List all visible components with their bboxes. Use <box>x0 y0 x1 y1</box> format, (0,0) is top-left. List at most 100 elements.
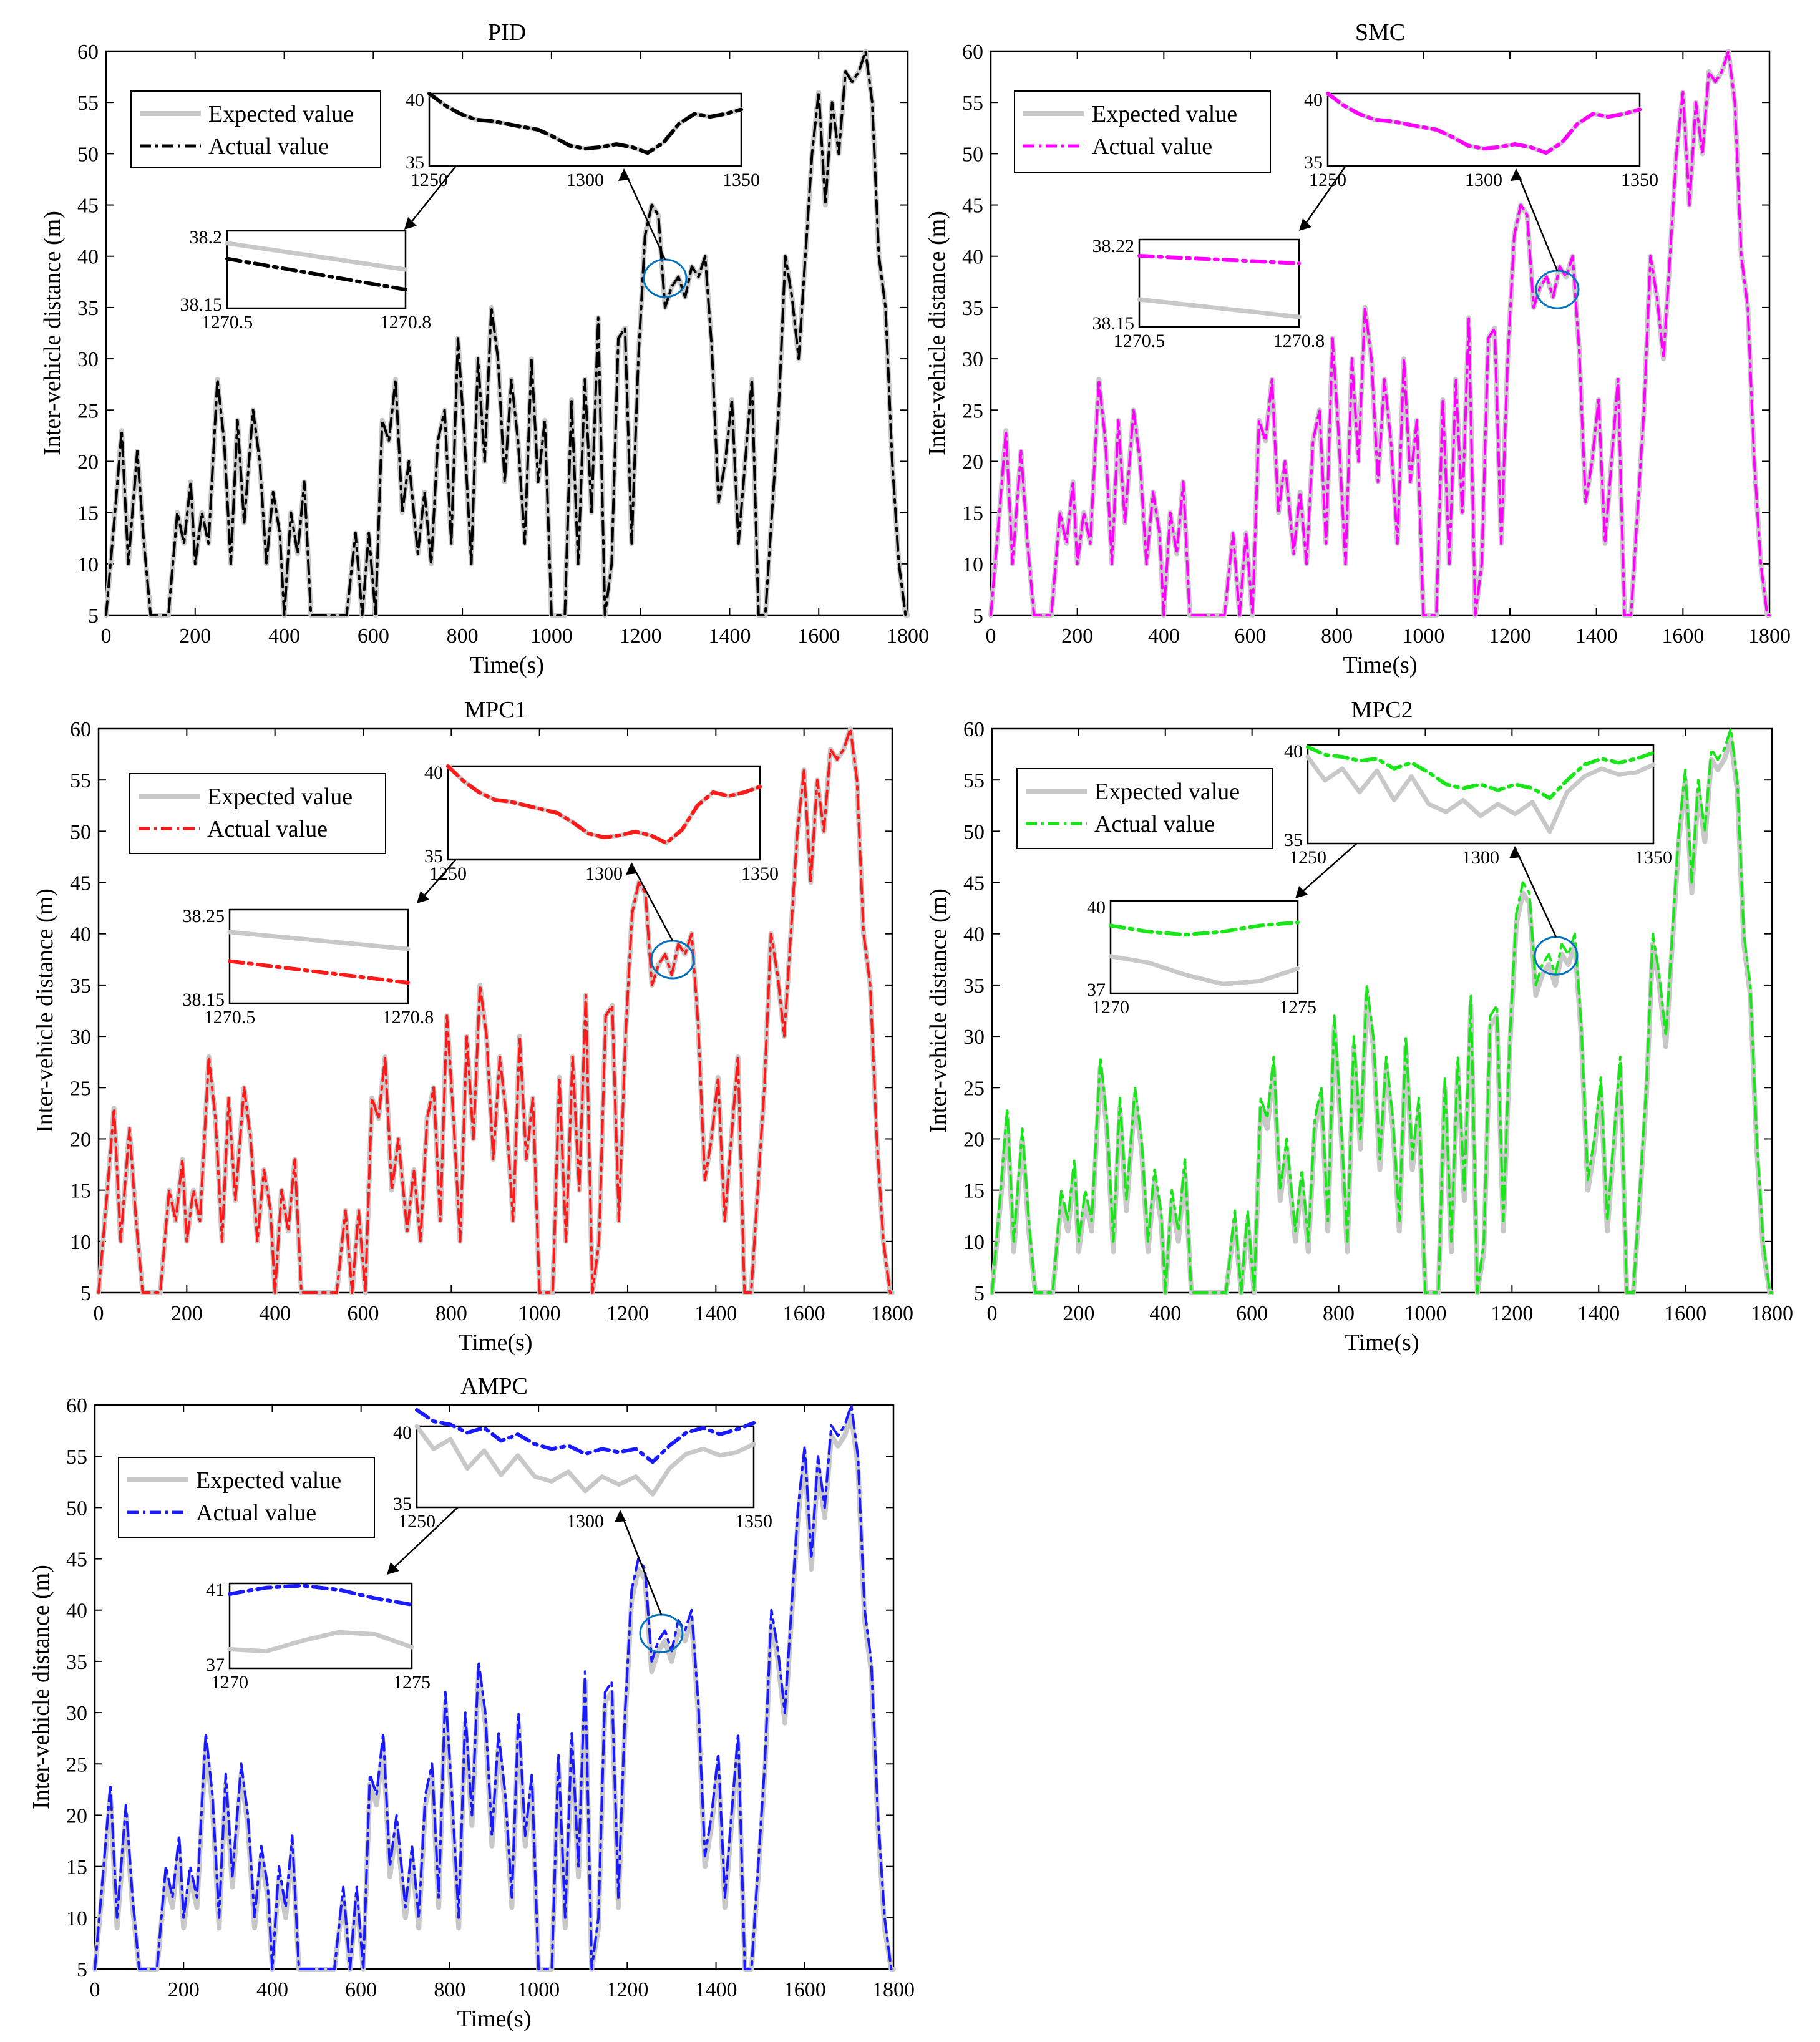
x-tick-label: 400 <box>268 625 300 648</box>
y-tick-label: 15 <box>77 502 99 525</box>
x-tick-label: 1200 <box>606 1978 648 2001</box>
zoom-ytick-label: 40 <box>393 1422 412 1443</box>
y-tick-label: 50 <box>66 1497 87 1520</box>
y-tick-label: 55 <box>962 92 983 115</box>
x-tick-label: 1000 <box>1404 1302 1446 1325</box>
callout-arrow-head <box>615 1510 626 1522</box>
callout-arrow-head <box>1509 846 1521 858</box>
y-tick-label: 40 <box>70 923 91 946</box>
x-tick-label: 600 <box>1236 1302 1268 1325</box>
y-tick-label: 10 <box>963 1231 985 1254</box>
y-tick-label: 15 <box>70 1180 91 1203</box>
x-tick-label: 800 <box>1323 1302 1355 1325</box>
detail-inset: 1270 1275 37 40 <box>1087 897 1316 1018</box>
y-axis-label: Inter-vehicle distance (m) <box>28 1565 54 1809</box>
zoom-ytick-label: 40 <box>424 762 443 783</box>
zoom-xtick-label: 1300 <box>585 863 623 884</box>
x-tick-label: 800 <box>1321 625 1353 648</box>
y-axis-label: Inter-vehicle distance (m) <box>924 211 950 455</box>
y-tick-label: 20 <box>77 450 99 474</box>
y-axis-label: Inter-vehicle distance (m) <box>39 211 66 455</box>
x-tick-label: 1200 <box>620 625 662 648</box>
y-tick-label: 35 <box>66 1651 87 1674</box>
detail-ytick-label: 38.22 <box>1092 236 1135 256</box>
chart-title: SMC <box>1355 19 1405 46</box>
x-tick-label: 1400 <box>695 1978 737 2001</box>
detail-xtick-label: 1275 <box>1279 997 1316 1018</box>
detail-frame <box>226 230 407 309</box>
series-actual-line <box>97 727 893 1294</box>
x-tick-label: 1400 <box>708 625 751 648</box>
y-tick-label: 5 <box>974 1282 985 1305</box>
x-tick-label: 1800 <box>871 1302 913 1325</box>
x-tick-label: 600 <box>345 1978 377 2001</box>
zoom-xtick-label: 1350 <box>741 863 779 884</box>
y-tick-label: 35 <box>963 975 985 998</box>
callout-arrow-head <box>1299 218 1311 231</box>
callout-arrow-line <box>630 863 674 941</box>
x-tick-label: 400 <box>1149 1302 1181 1325</box>
y-tick-label: 40 <box>66 1600 87 1623</box>
y-tick-label: 20 <box>70 1128 91 1151</box>
detail-actual-line <box>225 256 407 292</box>
x-tick-label: 0 <box>986 625 996 648</box>
y-axis-label: Inter-vehicle distance (m) <box>32 888 58 1133</box>
legend-expected-label: Expected value <box>207 784 353 810</box>
callout-arrow-head <box>387 1562 399 1575</box>
detail-actual-line <box>228 1583 414 1607</box>
y-tick-label: 45 <box>70 872 91 895</box>
y-tick-label: 15 <box>963 1180 985 1203</box>
legend-frame <box>129 773 386 854</box>
x-tick-label: 400 <box>256 1978 288 2001</box>
callout-arrow-line <box>623 169 666 260</box>
zoom-frame <box>428 92 742 167</box>
chart-panel-mpc1: 0 200 400 600 800 1000 1200 1400 1600 1800 5 10 15 20… <box>32 697 913 1356</box>
callout-arrow-head <box>1295 886 1308 898</box>
detail-ytick-label: 38.2 <box>190 227 223 248</box>
x-tick-label: 400 <box>1148 625 1180 648</box>
x-tick-label: 200 <box>179 625 211 648</box>
x-tick-label: 200 <box>1061 625 1093 648</box>
legend-expected-label: Expected value <box>196 1467 341 1494</box>
legend: Expected value Actual value <box>118 1457 375 1538</box>
x-tick-label: 400 <box>259 1302 291 1325</box>
zoom-inset: 1250 1300 1350 35 40 <box>406 90 760 190</box>
y-tick-label: 40 <box>963 923 985 946</box>
detail-expected-line <box>227 1630 414 1654</box>
y-tick-label: 30 <box>962 348 983 371</box>
y-tick-label: 25 <box>963 1077 985 1100</box>
y-tick-label: 10 <box>70 1231 91 1254</box>
y-tick-label: 30 <box>70 1026 91 1049</box>
detail-xtick-label: 1270.8 <box>382 1007 434 1028</box>
legend-actual-label: Actual value <box>1094 811 1215 837</box>
y-tick-label: 25 <box>77 399 99 422</box>
legend-frame <box>118 1457 375 1538</box>
detail-xtick-label: 1270.8 <box>1273 331 1325 351</box>
chart-panel-mpc2: 0 200 400 600 800 1000 1200 1400 1600 1800 5 10 15 20… <box>925 697 1793 1356</box>
zoom-xtick-label: 1250 <box>398 1511 436 1532</box>
y-tick-label: 40 <box>77 246 99 269</box>
detail-inset: 1270 1275 37 41 <box>206 1580 431 1693</box>
x-tick-label: 1400 <box>1575 625 1618 648</box>
y-tick-label: 10 <box>77 553 99 576</box>
x-axis-label: Time(s) <box>1345 1330 1419 1356</box>
y-tick-label: 30 <box>963 1026 985 1049</box>
chart-panel-pid: 0 200 400 600 800 1000 1200 1400 1600 1800 5 10 15 20… <box>39 19 929 678</box>
zoom-ytick-label: 35 <box>1284 830 1303 850</box>
zoom-actual-line <box>446 764 762 845</box>
detail-ytick-label: 38.15 <box>1092 313 1135 334</box>
zoom-xtick-label: 1300 <box>1462 847 1499 868</box>
x-tick-label: 1800 <box>872 1978 915 2001</box>
zoom-inset: 1250 1300 1350 35 40 <box>1284 741 1672 868</box>
x-tick-label: 200 <box>1063 1302 1094 1325</box>
x-tick-label: 800 <box>436 1302 467 1325</box>
axes-frame <box>97 727 893 1294</box>
x-tick-label: 1400 <box>694 1302 737 1325</box>
detail-xtick-label: 1270.5 <box>204 1007 256 1028</box>
zoom-xtick-label: 1250 <box>1289 847 1326 868</box>
detail-ytick-label: 38.25 <box>183 906 225 926</box>
y-tick-label: 25 <box>962 399 983 422</box>
x-tick-label: 1600 <box>797 625 840 648</box>
series-actual-line <box>991 727 1773 1294</box>
